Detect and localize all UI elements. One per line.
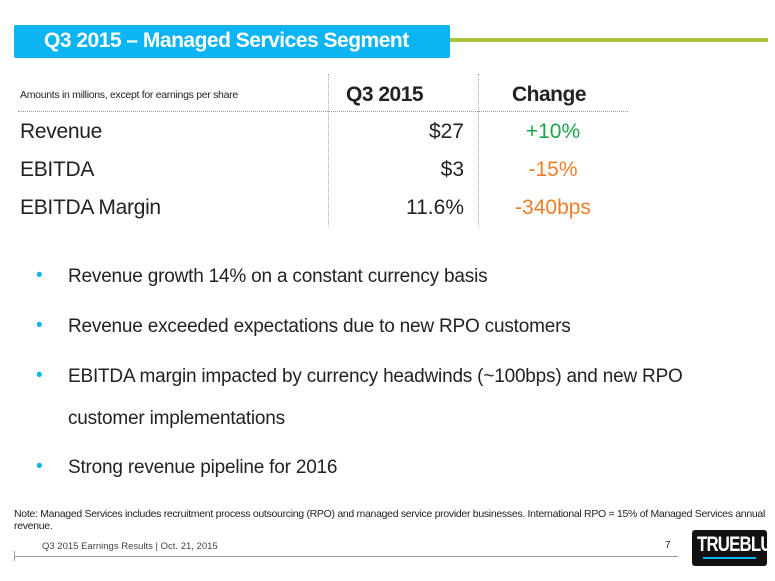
row-change: -340bps [515, 196, 591, 219]
row-label: EBITDA [20, 158, 95, 181]
row-change: -15% [528, 158, 578, 181]
column-header-q3: Q3 2015 [346, 83, 424, 106]
accent-line [450, 38, 768, 42]
bullet-icon: • [36, 365, 43, 386]
bullet-text: EBITDA margin impacted by currency headw… [68, 366, 683, 429]
table-divider [328, 74, 329, 226]
bullet-icon: • [36, 315, 43, 336]
header-divider [18, 111, 628, 112]
slide-title: Q3 2015 – Managed Services Segment [44, 29, 409, 52]
row-label: EBITDA Margin [20, 196, 161, 219]
bullet-icon: • [36, 265, 43, 286]
trueblue-logo: TRUEBLUE [692, 530, 775, 566]
footnote: Note: Managed Services includes recruitm… [14, 508, 765, 532]
row-value: $3 [440, 158, 464, 181]
title-banner: Q3 2015 – Managed Services Segment [14, 25, 450, 58]
row-value: $27 [428, 120, 464, 143]
bullet-text: Strong revenue pipeline for 2016 [68, 457, 338, 478]
bullet-text: Revenue growth 14% on a constant currenc… [68, 266, 488, 287]
table-subtitle: Amounts in millions, except for earnings… [20, 89, 238, 101]
footer-text: Q3 2015 Earnings Results | Oct. 21, 2015 [42, 541, 218, 552]
logo-text: TRUEBLUE [697, 533, 775, 556]
column-header-change: Change [512, 83, 587, 106]
page-number: 7 [665, 540, 671, 551]
footer-line [14, 556, 678, 557]
table-divider [478, 74, 479, 226]
row-change: +10% [525, 120, 581, 143]
bullet-icon: • [36, 456, 43, 477]
footer-tick [14, 551, 15, 561]
row-value: 11.6% [406, 196, 464, 219]
row-label: Revenue [20, 120, 102, 143]
bullet-text: Revenue exceeded expectations due to new… [68, 316, 571, 337]
